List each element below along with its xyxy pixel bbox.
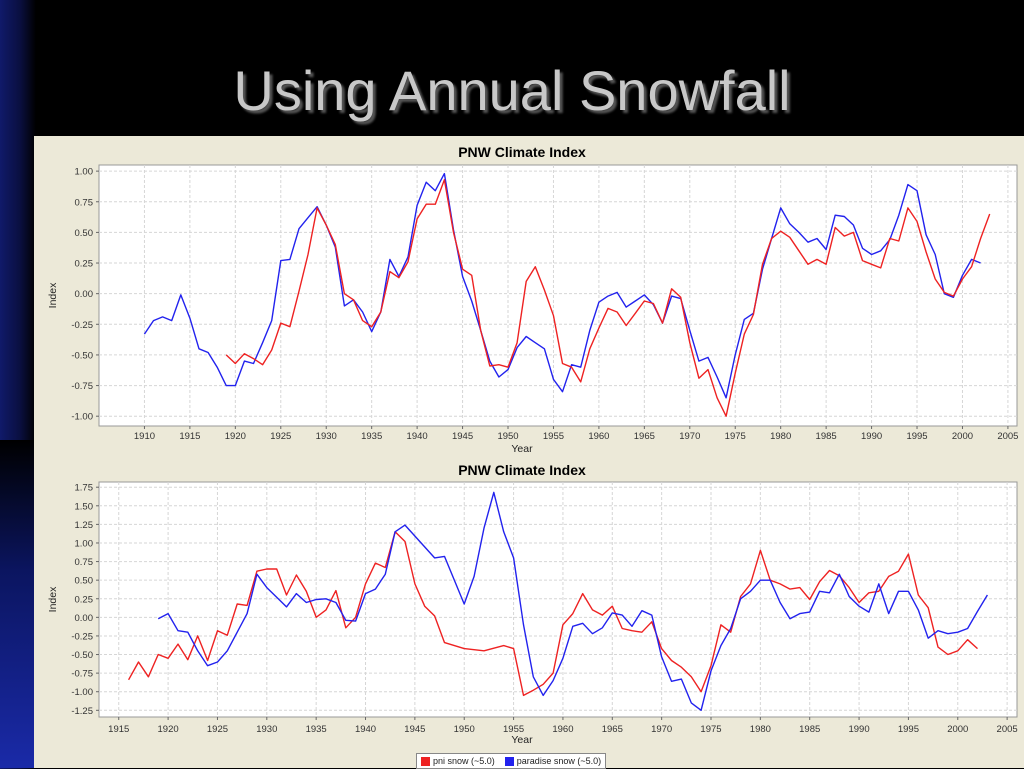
y-tick-label: 0.75: [75, 197, 94, 208]
y-tick-label: 1.50: [75, 501, 94, 512]
x-tick-label: 1925: [270, 431, 291, 442]
y-tick-label: 0.50: [75, 228, 94, 239]
x-tick-label: 1995: [898, 724, 919, 735]
x-tick-label: 1955: [503, 724, 524, 735]
y-tick-label: -0.50: [71, 350, 93, 361]
x-tick-label: 2000: [947, 724, 968, 735]
x-tick-label: 1920: [225, 431, 246, 442]
legend-item-pni-snow: pni snow (~5.0): [421, 756, 495, 766]
legend-label-paradise-snow: paradise snow (~5.0): [516, 756, 602, 766]
x-tick-label: 1945: [404, 724, 425, 735]
series-line-red: [225, 179, 991, 417]
y-tick-label: -0.50: [71, 650, 93, 661]
chart-2: PNW Climate Index 1915 1920 1925 1930 1935 194…: [47, 462, 1018, 746]
x-tick-label: 1995: [906, 431, 927, 442]
y-tick-label: 0.00: [75, 289, 94, 300]
x-tick-label: 1975: [700, 724, 721, 735]
plot-area: [98, 481, 1018, 718]
series-line-blue: [157, 491, 988, 711]
x-tick-label: 1920: [158, 724, 179, 735]
x-tick-label: 2005: [997, 431, 1018, 442]
y-tick-label: 0.00: [75, 613, 94, 624]
chart-title: PNW Climate Index: [458, 462, 586, 478]
x-tick-label: 2005: [997, 724, 1018, 735]
x-tick-label: 2000: [952, 431, 973, 442]
y-tick-label: 1.00: [75, 167, 94, 178]
chart-panel: PNW Climate Index 1910 1915 1920 1925 1930 193…: [34, 136, 1024, 768]
x-tick-label: 1965: [634, 431, 655, 442]
y-axis-label: Index: [47, 586, 59, 612]
x-tick-label: 1940: [355, 724, 376, 735]
plot-area: [98, 164, 1018, 427]
x-tick-label: 1985: [799, 724, 820, 735]
chart-legend: pni snow (~5.0) paradise snow (~5.0): [416, 753, 607, 769]
x-tick-label: 1940: [407, 431, 428, 442]
y-tick-label: 1.75: [75, 483, 94, 494]
x-tick-label: 1970: [651, 724, 672, 735]
y-tick-label: -1.00: [71, 687, 93, 698]
y-tick-label: 0.25: [75, 259, 94, 270]
x-tick-label: 1950: [454, 724, 475, 735]
x-tick-label: 1930: [256, 724, 277, 735]
y-tick-label: 0.75: [75, 557, 94, 568]
y-tick-label: -0.25: [71, 320, 93, 331]
x-tick-label: 1990: [861, 431, 882, 442]
x-tick-label: 1950: [497, 431, 518, 442]
y-axis-label: Index: [47, 282, 59, 308]
x-tick-label: 1915: [108, 724, 129, 735]
y-tick-label: 0.50: [75, 576, 94, 587]
y-tick-label: -0.75: [71, 381, 93, 392]
x-tick-label: 1930: [316, 431, 337, 442]
chart-1: PNW Climate Index 1910 1915 1920 1925 1930 193…: [47, 144, 1018, 455]
y-tick-label: -0.75: [71, 669, 93, 680]
y-tick-label: 1.25: [75, 520, 94, 531]
slide-blue-edge: [0, 440, 34, 768]
x-axis-label: Year: [511, 734, 533, 746]
x-tick-label: 1965: [602, 724, 623, 735]
series-line-blue: [143, 172, 981, 399]
legend-label-pni-snow: pni snow (~5.0): [433, 756, 495, 766]
slide-title: Using Annual Snowfall: [233, 59, 791, 122]
charts-svg: PNW Climate Index 1910 1915 1920 1925 1930 193…: [47, 144, 1018, 746]
x-tick-label: 1970: [679, 431, 700, 442]
legend-swatch-blue: [504, 756, 514, 766]
x-tick-label: 1955: [543, 431, 564, 442]
legend-item-paradise-snow: paradise snow (~5.0): [504, 756, 602, 766]
x-tick-label: 1960: [552, 724, 573, 735]
x-axis-label: Year: [511, 443, 533, 455]
legend-swatch-red: [421, 756, 430, 766]
x-tick-label: 1925: [207, 724, 228, 735]
x-tick-label: 1935: [306, 724, 327, 735]
chart-title: PNW Climate Index: [458, 144, 586, 160]
x-tick-label: 1935: [361, 431, 382, 442]
x-tick-label: 1960: [588, 431, 609, 442]
y-tick-label: 0.25: [75, 594, 94, 605]
x-tick-label: 1915: [179, 431, 200, 442]
y-tick-label: -1.25: [71, 706, 93, 717]
x-tick-label: 1945: [452, 431, 473, 442]
y-tick-label: -0.25: [71, 631, 93, 642]
x-tick-label: 1980: [750, 724, 771, 735]
x-tick-label: 1975: [725, 431, 746, 442]
x-tick-label: 1980: [770, 431, 791, 442]
x-tick-label: 1985: [816, 431, 837, 442]
y-tick-label: -1.00: [71, 412, 93, 423]
x-tick-label: 1910: [134, 431, 155, 442]
y-tick-label: 1.00: [75, 538, 94, 549]
x-tick-label: 1990: [848, 724, 869, 735]
